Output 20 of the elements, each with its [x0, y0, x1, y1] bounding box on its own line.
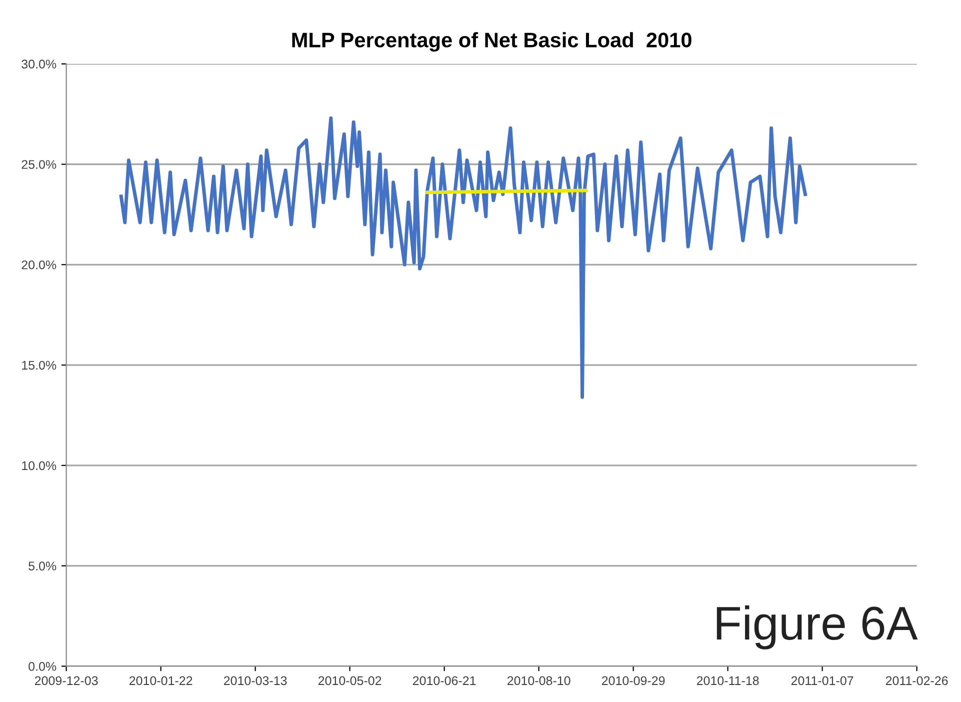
y-tick-label: 15.0% — [22, 360, 56, 370]
x-tick-label: 2009-12-03 — [34, 676, 98, 686]
x-tick-label: 2010-08-10 — [507, 676, 570, 686]
x-tick-label: 2010-01-22 — [129, 676, 192, 686]
y-tick-label: 25.0% — [22, 160, 56, 169]
x-tick-label: 2011-02-26 — [886, 676, 948, 686]
chart-title: MLP Percentage of Net Basic Load 2010 — [292, 32, 692, 52]
annotation: Figure 6A — [716, 605, 918, 650]
y-tick-label: 30.0% — [22, 60, 56, 69]
x-tick-label: 2011-01-07 — [791, 676, 854, 686]
line-series — [119, 116, 808, 399]
y-tick-label: 20.0% — [22, 260, 56, 270]
x-tick-label: 2010-06-21 — [412, 676, 476, 686]
y-tick-label: 0.0% — [28, 662, 56, 671]
x-tick-label: 2010-05-02 — [318, 676, 382, 686]
x-tick-label: 2010-03-13 — [224, 676, 287, 686]
y-tick-label: 10.0% — [22, 461, 56, 470]
y-tick-label: 5.0% — [28, 562, 56, 570]
x-tick-label: 2010-11-18 — [696, 676, 759, 686]
x-tick-label: 2010-09-29 — [602, 676, 665, 686]
